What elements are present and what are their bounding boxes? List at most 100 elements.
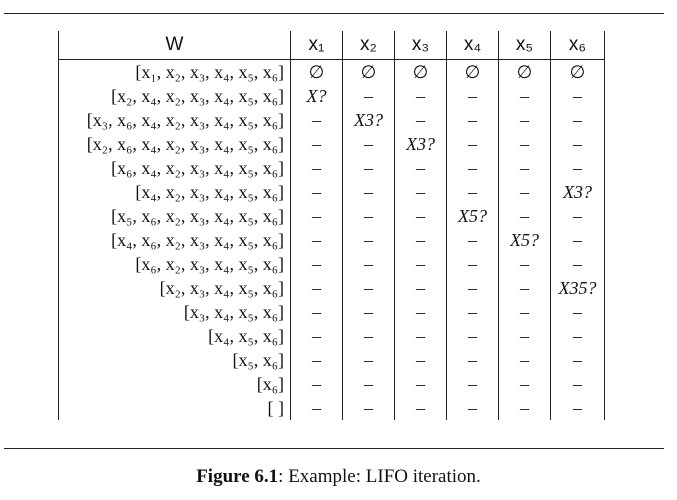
value-cell-x3: X3? xyxy=(394,132,447,156)
worklist-cell: [x₄, x₅, x₆] xyxy=(58,324,291,348)
value-cell-x5: – xyxy=(498,348,551,372)
value-cell-x4: ∅ xyxy=(446,59,499,84)
worklist-cell: [x₆, x₂, x₃, x₄, x₅, x₆] xyxy=(58,252,291,276)
value-cell-x5: – xyxy=(498,252,551,276)
value-cell-x5: – xyxy=(498,132,551,156)
worklist-cell: [x₂, x₆, x₄, x₂, x₃, x₄, x₅, x₆] xyxy=(58,132,291,156)
value-cell-x4: – xyxy=(446,396,499,420)
value-cell-x4: – xyxy=(446,252,499,276)
value-cell-x4: – xyxy=(446,228,499,252)
header-x1: x₁ xyxy=(290,31,343,60)
value-cell-x1: X? xyxy=(290,84,343,108)
worklist-cell: [x₂, x₄, x₂, x₃, x₄, x₅, x₆] xyxy=(58,84,291,108)
value-cell-x6: – xyxy=(550,372,605,396)
worklist-cell: [x₂, x₃, x₄, x₅, x₆] xyxy=(58,276,291,300)
value-cell-x5: – xyxy=(498,372,551,396)
worklist-cell: [x₃, x₄, x₅, x₆] xyxy=(58,300,291,324)
value-cell-x2: – xyxy=(342,372,395,396)
value-cell-x2: – xyxy=(342,300,395,324)
top-rule xyxy=(4,13,664,14)
value-cell-x6: – xyxy=(550,324,605,348)
worklist-cell: [x₄, x₆, x₂, x₃, x₄, x₅, x₆] xyxy=(58,228,291,252)
value-cell-x2: X3? xyxy=(342,108,395,132)
table-row: [x₅, x₆] – – – – – – xyxy=(58,348,605,372)
value-cell-x4: – xyxy=(446,276,499,300)
value-cell-x1: – xyxy=(290,300,343,324)
value-cell-x4: – xyxy=(446,132,499,156)
value-cell-x4: – xyxy=(446,180,499,204)
table-row: [x₂, x₃, x₄, x₅, x₆] – – – – – X35? xyxy=(58,276,605,300)
value-cell-x3: – xyxy=(394,180,447,204)
value-cell-x6: X3? xyxy=(550,180,605,204)
value-cell-x3: – xyxy=(394,228,447,252)
value-cell-x3: – xyxy=(394,84,447,108)
value-cell-x3: – xyxy=(394,300,447,324)
value-cell-x4: – xyxy=(446,300,499,324)
value-cell-x6: – xyxy=(550,156,605,180)
value-cell-x1: – xyxy=(290,204,343,228)
value-cell-x3: – xyxy=(394,348,447,372)
value-cell-x5: – xyxy=(498,396,551,420)
header-x5: x₅ xyxy=(498,31,551,60)
table-row: [x₂, x₆, x₄, x₂, x₃, x₄, x₅, x₆] – – X3? – – – xyxy=(58,132,605,156)
value-cell-x2: – xyxy=(342,228,395,252)
worklist-cell: [ ] xyxy=(58,396,291,420)
value-cell-x1: – xyxy=(290,108,343,132)
table-row: [x₆] – – – – – – xyxy=(58,372,605,396)
value-cell-x3: – xyxy=(394,156,447,180)
value-cell-x6: – xyxy=(550,300,605,324)
figure-caption: Figure 6.1: Example: LIFO iteration. xyxy=(0,466,677,488)
value-cell-x5: – xyxy=(498,324,551,348)
value-cell-x1: – xyxy=(290,396,343,420)
table-row: [x₄, x₅, x₆] – – – – – – xyxy=(58,324,605,348)
table-row: [x₃, x₄, x₅, x₆] – – – – – – xyxy=(58,300,605,324)
header-x6: x₆ xyxy=(550,31,605,60)
worklist-cell: [x₆, x₄, x₂, x₃, x₄, x₅, x₆] xyxy=(58,156,291,180)
value-cell-x3: – xyxy=(394,276,447,300)
value-cell-x4: – xyxy=(446,372,499,396)
value-cell-x4: X5? xyxy=(446,204,499,228)
value-cell-x5: – xyxy=(498,156,551,180)
value-cell-x6: – xyxy=(550,228,605,252)
table-row: [x₅, x₆, x₂, x₃, x₄, x₅, x₆] – – – X5? – – xyxy=(58,204,605,228)
worklist-cell: [x₃, x₆, x₄, x₂, x₃, x₄, x₅, x₆] xyxy=(58,108,291,132)
value-cell-x1: – xyxy=(290,276,343,300)
value-cell-x6: – xyxy=(550,132,605,156)
value-cell-x1: – xyxy=(290,252,343,276)
value-cell-x6: – xyxy=(550,396,605,420)
value-cell-x6: – xyxy=(550,84,605,108)
value-cell-x3: – xyxy=(394,252,447,276)
value-cell-x2: – xyxy=(342,252,395,276)
worklist-cell: [x₆] xyxy=(58,372,291,396)
value-cell-x2: – xyxy=(342,276,395,300)
table-row: [x₂, x₄, x₂, x₃, x₄, x₅, x₆] X? – – – – – xyxy=(58,84,605,108)
table-row: [x₄, x₂, x₃, x₄, x₅, x₆] – – – – – X3? xyxy=(58,180,605,204)
caption-label: Figure 6.1 xyxy=(196,466,279,487)
value-cell-x2: ∅ xyxy=(342,59,395,84)
table-row: [x₆, x₂, x₃, x₄, x₅, x₆] – – – – – – xyxy=(58,252,605,276)
value-cell-x6: – xyxy=(550,108,605,132)
value-cell-x4: – xyxy=(446,84,499,108)
value-cell-x5: – xyxy=(498,204,551,228)
value-cell-x5: – xyxy=(498,180,551,204)
bottom-rule xyxy=(4,448,664,449)
value-cell-x1: – xyxy=(290,156,343,180)
caption-text: : Example: LIFO iteration. xyxy=(278,466,481,487)
value-cell-x1: – xyxy=(290,228,343,252)
value-cell-x2: – xyxy=(342,84,395,108)
value-cell-x3: – xyxy=(394,108,447,132)
value-cell-x6: – xyxy=(550,252,605,276)
value-cell-x3: – xyxy=(394,204,447,228)
header-x3: x₃ xyxy=(394,31,447,60)
value-cell-x3: – xyxy=(394,372,447,396)
worklist-cell: [x₄, x₂, x₃, x₄, x₅, x₆] xyxy=(58,180,291,204)
header-x4: x₄ xyxy=(446,31,499,60)
value-cell-x4: – xyxy=(446,324,499,348)
table-row: [x₁, x₂, x₃, x₄, x₅, x₆] ∅ ∅ ∅ ∅ ∅ ∅ xyxy=(58,59,605,84)
value-cell-x1: – xyxy=(290,324,343,348)
value-cell-x3: – xyxy=(394,324,447,348)
table-row: [x₄, x₆, x₂, x₃, x₄, x₅, x₆] – – – – X5? – xyxy=(58,228,605,252)
